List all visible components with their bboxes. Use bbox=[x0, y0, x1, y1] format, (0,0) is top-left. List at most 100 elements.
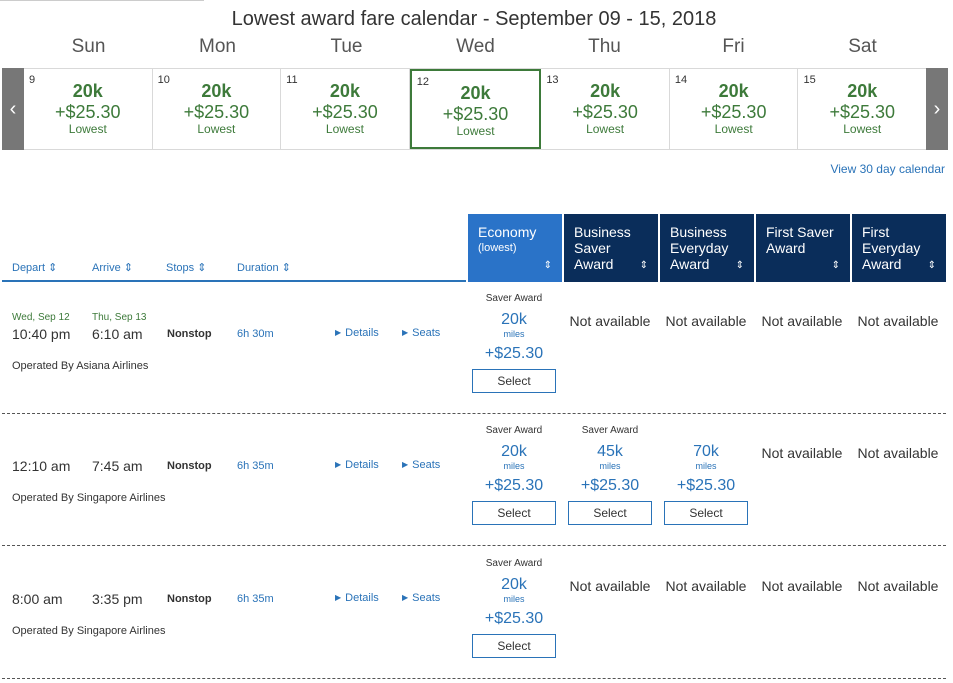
calendar-day[interactable]: 9 20k +$25.30 Lowest bbox=[24, 69, 153, 149]
day-tax: +$25.30 bbox=[442, 104, 509, 124]
day-tax: +$25.30 bbox=[700, 102, 767, 122]
row-divider bbox=[2, 545, 946, 546]
view-30-day-calendar-link[interactable]: View 30 day calendar bbox=[830, 162, 945, 176]
duration-value: 6h 30m bbox=[237, 328, 274, 340]
sort-icon: ⇕ bbox=[543, 260, 552, 271]
fare-cell: 70k miles +$25.30 Select bbox=[658, 415, 754, 525]
sort-duration[interactable]: Duration ⇕ bbox=[237, 262, 291, 274]
fare-tax: +$25.30 bbox=[484, 610, 544, 627]
sort-icon: ⇕ bbox=[831, 260, 840, 271]
select-button[interactable]: Select bbox=[472, 501, 556, 525]
sort-stops[interactable]: Stops ⇕ bbox=[166, 262, 207, 274]
details-link[interactable]: Details bbox=[335, 592, 379, 604]
duration-value: 6h 35m bbox=[237, 593, 274, 605]
operated-by: Operated By Asiana Airlines bbox=[12, 360, 149, 372]
calendar-day[interactable]: 10 20k +$25.30 Lowest bbox=[153, 69, 282, 149]
sort-icon: ⇕ bbox=[281, 262, 291, 274]
depart-date: Wed, Sep 12 bbox=[12, 312, 70, 323]
top-divider bbox=[0, 0, 204, 1]
fare-unit: miles bbox=[695, 461, 717, 471]
not-available: Not available bbox=[857, 578, 939, 594]
not-available: Not available bbox=[857, 313, 939, 329]
sort-icon: ⇕ bbox=[123, 262, 134, 274]
duration-value: 6h 35m bbox=[237, 460, 274, 472]
flight-row: 12:10 am 7:45 am Nonstop 6h 35m Details Seats… bbox=[2, 415, 946, 548]
day-lowest-label: Lowest bbox=[325, 122, 364, 136]
calendar-title: Lowest award fare calendar - September 0… bbox=[231, 8, 717, 30]
fare-header-business-everyday[interactable]: Business Everyday Award ⇕ bbox=[660, 214, 754, 282]
fare-unit: miles bbox=[599, 461, 621, 471]
fare-cell: Not available bbox=[754, 415, 850, 461]
stops-value: Nonstop bbox=[167, 460, 212, 472]
select-button[interactable]: Select bbox=[568, 501, 652, 525]
fare-type: Saver Award bbox=[485, 558, 543, 569]
calendar-day[interactable]: 15 20k +$25.30 Lowest bbox=[798, 69, 926, 149]
day-miles: 20k bbox=[329, 81, 360, 101]
seats-link[interactable]: Seats bbox=[402, 327, 440, 339]
flight-row: Wed, Sep 12 Thu, Sep 13 10:40 pm 6:10 am Non… bbox=[2, 283, 946, 416]
select-button[interactable]: Select bbox=[664, 501, 748, 525]
fare-type: Saver Award bbox=[485, 293, 543, 304]
not-available: Not available bbox=[857, 445, 939, 461]
operated-by: Operated By Singapore Airlines bbox=[12, 625, 166, 637]
details-link[interactable]: Details bbox=[335, 327, 379, 339]
calendar-day[interactable]: 12 20k +$25.30 Lowest bbox=[409, 69, 542, 149]
row-divider bbox=[2, 413, 946, 414]
sort-arrive[interactable]: Arrive ⇕ bbox=[92, 262, 134, 274]
day-number: 14 bbox=[674, 74, 688, 86]
day-tax: +$25.30 bbox=[829, 102, 896, 122]
fare-cell: Not available bbox=[754, 283, 850, 329]
seats-link[interactable]: Seats bbox=[402, 592, 440, 604]
fare-cell: Saver Award 45k miles +$25.30 Select bbox=[562, 415, 658, 525]
fare-cell: Not available bbox=[562, 548, 658, 594]
day-lowest-label: Lowest bbox=[714, 122, 753, 136]
chevron-left-icon[interactable]: ‹ bbox=[2, 68, 24, 150]
day-number: 15 bbox=[803, 74, 816, 86]
fare-cell: Saver Award 20k miles +$25.30 Select bbox=[466, 415, 562, 525]
arrive-time: 6:10 am bbox=[92, 326, 143, 342]
stops-value: Nonstop bbox=[167, 328, 212, 340]
day-tax: +$25.30 bbox=[55, 102, 121, 122]
arrive-time: 3:35 pm bbox=[92, 591, 143, 607]
details-link[interactable]: Details bbox=[335, 459, 379, 471]
fare-tax: +$25.30 bbox=[484, 477, 544, 494]
day-lowest-label: Lowest bbox=[843, 122, 882, 136]
fare-calendar: ‹ 9 20k +$25.30 Lowest 10 20k +$25.30 Lowest 11 2… bbox=[2, 68, 948, 150]
chevron-right-icon[interactable]: › bbox=[926, 68, 948, 150]
not-available: Not available bbox=[761, 578, 843, 594]
fare-unit: miles bbox=[503, 594, 525, 604]
stops-value: Nonstop bbox=[167, 593, 212, 605]
fare-header-first-everyday[interactable]: First Everyday Award ⇕ bbox=[852, 214, 946, 282]
sort-depart[interactable]: Depart ⇕ bbox=[12, 262, 58, 274]
day-lowest-label: Lowest bbox=[586, 122, 625, 136]
fare-unit: miles bbox=[503, 461, 525, 471]
calendar-day[interactable]: 14 20k +$25.30 Lowest bbox=[670, 69, 799, 149]
fare-cell: Not available bbox=[754, 548, 850, 594]
fare-tax: +$25.30 bbox=[580, 477, 640, 494]
calendar-day[interactable]: 11 20k +$25.30 Lowest bbox=[281, 69, 410, 149]
fare-miles: 20k bbox=[501, 443, 527, 460]
calendar-day[interactable]: 13 20k +$25.30 Lowest bbox=[541, 69, 670, 149]
day-miles: 20k bbox=[718, 81, 749, 101]
day-miles: 20k bbox=[201, 81, 232, 101]
operated-by: Operated By Singapore Airlines bbox=[12, 492, 166, 504]
day-miles: 20k bbox=[72, 81, 103, 101]
calendar-days: 9 20k +$25.30 Lowest 10 20k +$25.30 Lowest 11 20k… bbox=[24, 68, 926, 150]
weekday-label: Mon bbox=[199, 36, 236, 57]
not-available: Not available bbox=[665, 578, 747, 594]
depart-time: 12:10 am bbox=[12, 458, 71, 474]
fare-header-first-saver[interactable]: First Saver Award ⇕ bbox=[756, 214, 850, 282]
fare-cell: Not available bbox=[658, 548, 754, 594]
select-button[interactable]: Select bbox=[472, 369, 556, 393]
fare-miles: 45k bbox=[597, 443, 623, 460]
sort-bar: Depart ⇕ Arrive ⇕ Stops ⇕ Duration ⇕ bbox=[2, 214, 466, 282]
fare-header-economy[interactable]: Economy (lowest) ⇕ bbox=[468, 214, 562, 282]
seats-link[interactable]: Seats bbox=[402, 459, 440, 471]
select-button[interactable]: Select bbox=[472, 634, 556, 658]
not-available: Not available bbox=[761, 313, 843, 329]
fare-header-business-saver[interactable]: Business Saver Award ⇕ bbox=[564, 214, 658, 282]
not-available: Not available bbox=[761, 445, 843, 461]
arrive-date: Thu, Sep 13 bbox=[92, 312, 147, 323]
weekday-label: Wed bbox=[456, 36, 495, 57]
fare-tax: +$25.30 bbox=[484, 345, 544, 362]
